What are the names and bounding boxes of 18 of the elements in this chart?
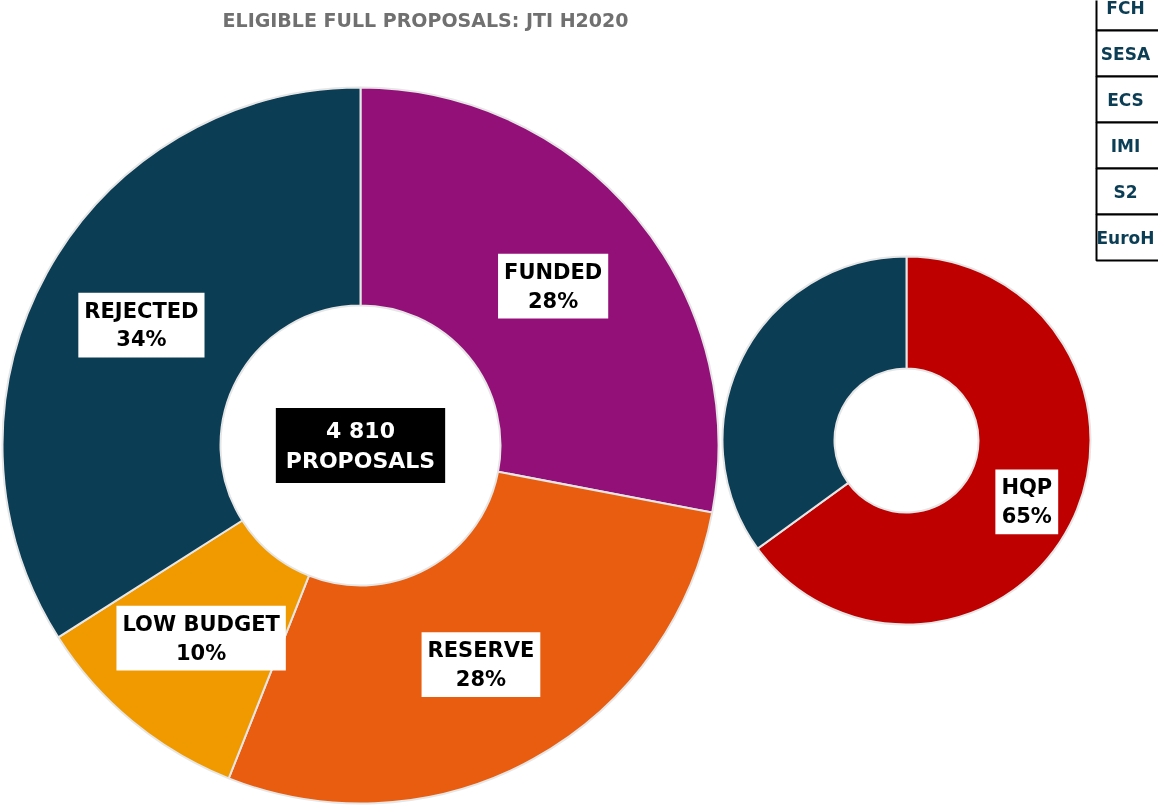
category-label: EuroH [1096, 227, 1155, 248]
data-label: 65% [1001, 504, 1052, 529]
data-label: 34% [116, 327, 167, 352]
slice-label: FUNDED [504, 259, 603, 284]
category-label: IMI [1110, 135, 1141, 156]
slice-label: REJECTED [84, 298, 199, 323]
slice-label: RESERVE [427, 638, 535, 663]
category-label: FCH [1106, 0, 1145, 18]
slice-label: LOW BUDGET [122, 611, 281, 636]
category-label: SESA [1100, 43, 1151, 64]
slice-label: HQP [1001, 475, 1053, 500]
data-label: 10% [176, 640, 227, 665]
category-label: ECS [1107, 89, 1144, 110]
chart-title: ELIGIBLE FULL PROPOSALS: JTI H2020 [222, 8, 629, 31]
data-label: 28% [528, 288, 579, 313]
data-label: 28% [455, 666, 507, 691]
category-label: S2 [1113, 181, 1138, 202]
text: 4 810 PROPOSALS [285, 418, 436, 473]
